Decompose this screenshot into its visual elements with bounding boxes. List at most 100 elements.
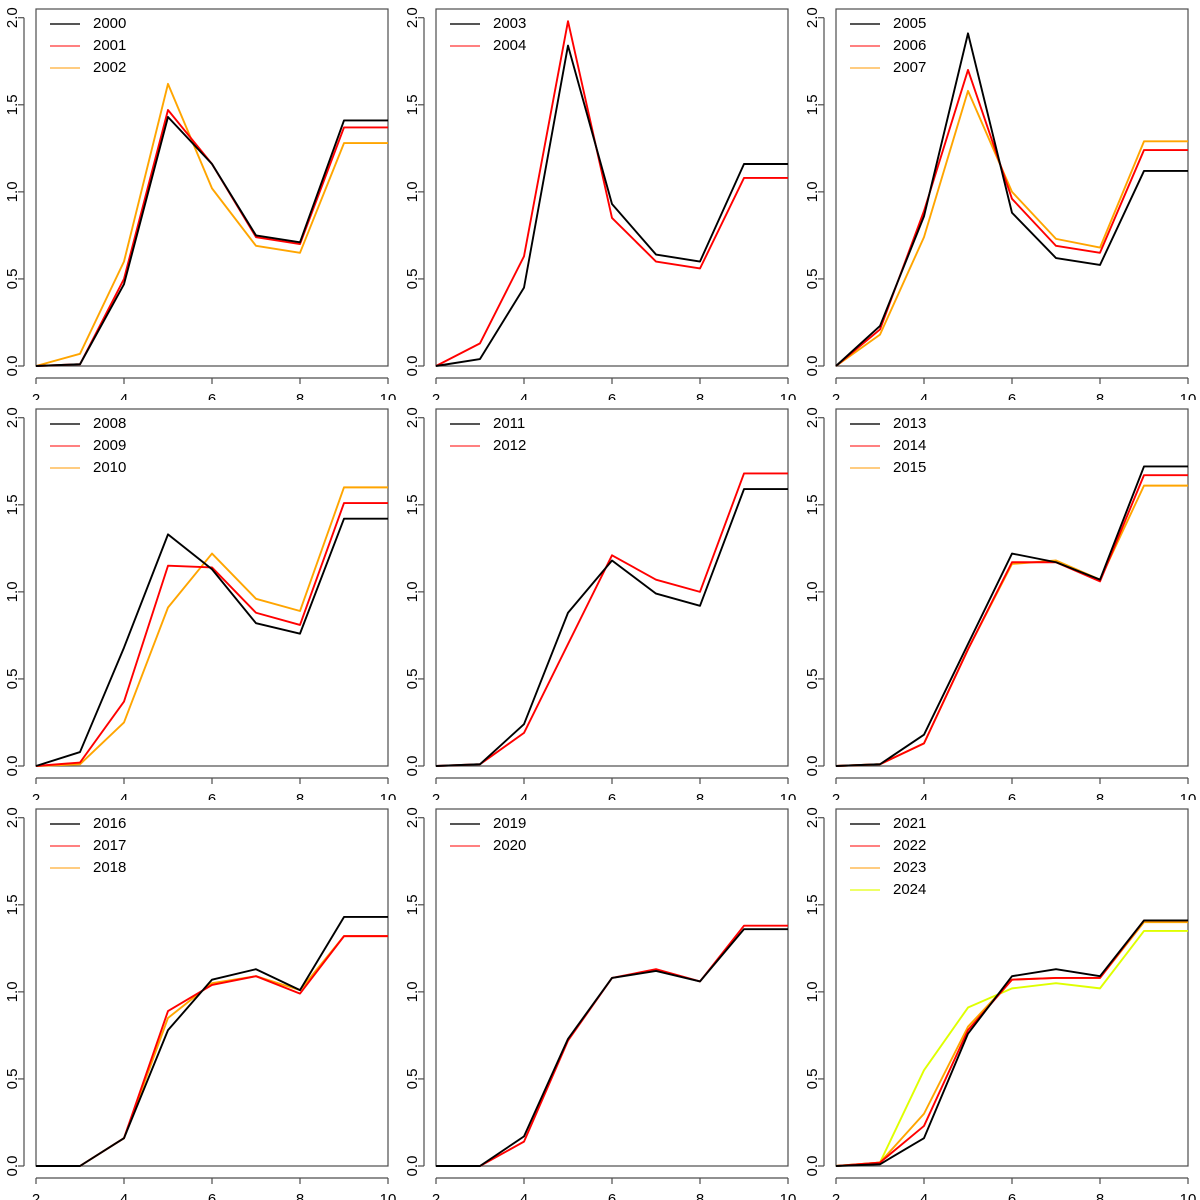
series-line-2000 <box>35 116 388 367</box>
legend-label-2000: 2000 <box>93 15 126 32</box>
y-tick-label: 0.5 <box>804 668 821 689</box>
y-tick-label: 2.0 <box>804 7 821 28</box>
legend-label-2022: 2022 <box>893 837 926 854</box>
y-tick-label: 1.5 <box>804 894 821 915</box>
legend: 2013 2014 2015 <box>850 415 926 476</box>
y-tick-label: 1.5 <box>404 94 421 115</box>
series-line-2014 <box>835 474 1188 767</box>
y-tick-label: 0.0 <box>4 356 21 377</box>
y-tick-label: 0.5 <box>4 268 21 289</box>
x-tick-label: 4 <box>520 391 528 400</box>
x-tick-label: 8 <box>696 1191 704 1200</box>
x-tick-label: 2 <box>832 791 840 800</box>
chart-panel-8: 0.0 0.5 1.0 1.5 2.0 2 4 6 8 10 2019 2020 <box>400 800 800 1200</box>
x-tick-label: 10 <box>1180 391 1197 400</box>
legend-label-2013: 2013 <box>893 415 926 432</box>
y-tick-label: 0.0 <box>404 356 421 377</box>
series-line-2021 <box>835 919 1188 1167</box>
legend-label-2012: 2012 <box>493 437 526 454</box>
y-tick-label: 0.5 <box>404 1068 421 1089</box>
legend-label-2015: 2015 <box>893 459 926 476</box>
legend-label-2020: 2020 <box>493 837 526 854</box>
x-tick-label: 8 <box>296 1191 304 1200</box>
x-tick-label: 4 <box>520 1191 528 1200</box>
x-tick-label: 2 <box>832 1191 840 1200</box>
y-tick-label: 0.0 <box>4 1156 21 1177</box>
x-tick-label: 4 <box>120 791 128 800</box>
x-tick-label: 2 <box>432 791 440 800</box>
legend-label-2003: 2003 <box>493 15 526 32</box>
y-tick-label: 0.0 <box>804 756 821 777</box>
legend-label-2006: 2006 <box>893 37 926 54</box>
series-line-2007 <box>835 89 1188 367</box>
legend-label-2023: 2023 <box>893 859 926 876</box>
x-tick-label: 4 <box>520 791 528 800</box>
y-tick-label: 1.5 <box>4 94 21 115</box>
legend-label-2021: 2021 <box>893 815 926 832</box>
legend-label-2011: 2011 <box>493 415 525 432</box>
plot-box <box>35 8 389 367</box>
series-line-2020 <box>436 924 788 1167</box>
x-tick-label: 2 <box>32 1191 40 1200</box>
x-tick-label: 8 <box>296 391 304 400</box>
legend-label-2005: 2005 <box>893 15 926 32</box>
x-tick-label: 2 <box>32 391 40 400</box>
chart-panel-9: 0.0 0.5 1.0 1.5 2.0 2 4 6 8 10 2021 2022 2023 2024 <box>800 800 1200 1200</box>
series-line-2012 <box>435 472 788 767</box>
x-tick-label: 2 <box>432 391 440 400</box>
y-tick-label: 0.0 <box>404 756 421 777</box>
series-line-2018 <box>36 935 388 1167</box>
series-line-2013 <box>835 465 1188 767</box>
chart-panel-4: 0.0 0.5 1.0 1.5 2.0 2 4 6 8 10 2008 2009 2010 <box>0 400 400 800</box>
y-tick-label: 2.0 <box>404 7 421 28</box>
x-tick-label: 8 <box>1096 391 1104 400</box>
plot-box <box>435 8 789 367</box>
legend-label-2024: 2024 <box>893 881 926 898</box>
y-tick-label: 1.5 <box>804 494 821 515</box>
series-line-2015 <box>835 484 1188 767</box>
series-line-2006 <box>835 69 1188 367</box>
x-tick-label: 4 <box>120 1191 128 1200</box>
series-line-2011 <box>435 488 788 767</box>
plot-box <box>435 808 789 1167</box>
x-tick-label: 2 <box>432 1191 440 1200</box>
plot-box <box>835 808 1189 1167</box>
legend: 2021 2022 2023 2024 <box>850 815 926 898</box>
legend-label-2016: 2016 <box>93 815 126 832</box>
y-tick-label: 2.0 <box>404 407 421 428</box>
x-tick-label: 10 <box>380 391 397 400</box>
x-tick-label: 8 <box>696 391 704 400</box>
series-line-2004 <box>435 20 788 367</box>
y-tick-label: 1.5 <box>4 894 21 915</box>
chart-panel-6: 0.0 0.5 1.0 1.5 2.0 2 4 6 8 10 2013 2014 2015 <box>800 400 1200 800</box>
plot-box <box>835 408 1189 767</box>
y-tick-label: 2.0 <box>404 807 421 828</box>
chart-panel-5: 0.0 0.5 1.0 1.5 2.0 2 4 6 8 10 2011 2012 <box>400 400 800 800</box>
chart-panel-3: 0.0 0.5 1.0 1.5 2.0 2 4 6 8 10 2005 2006 2007 <box>800 0 1200 400</box>
x-tick-label: 10 <box>780 1191 797 1200</box>
y-tick-label: 1.5 <box>804 94 821 115</box>
y-tick-label: 0.5 <box>404 668 421 689</box>
x-tick-label: 10 <box>1180 791 1197 800</box>
x-tick-label: 10 <box>380 1191 397 1200</box>
series-line-2024 <box>835 929 1188 1167</box>
series-line-2008 <box>35 517 388 767</box>
legend-label-2001: 2001 <box>93 37 126 54</box>
x-tick-label: 8 <box>1096 791 1104 800</box>
x-tick-label: 2 <box>832 391 840 400</box>
x-tick-label: 6 <box>1008 791 1016 800</box>
series-line-2002 <box>35 82 388 367</box>
legend: 2011 2012 <box>450 415 526 454</box>
series-line-2009 <box>35 502 388 767</box>
legend: 2016 2017 2018 <box>50 815 126 876</box>
x-tick-label: 10 <box>780 391 797 400</box>
y-tick-label: 0.5 <box>804 268 821 289</box>
x-tick-label: 8 <box>296 791 304 800</box>
plot-box <box>35 408 389 767</box>
x-tick-label: 6 <box>208 791 216 800</box>
legend-label-2010: 2010 <box>93 459 126 476</box>
x-tick-label: 6 <box>208 391 216 400</box>
series-line-2016 <box>36 916 388 1167</box>
x-tick-label: 6 <box>208 1191 216 1200</box>
